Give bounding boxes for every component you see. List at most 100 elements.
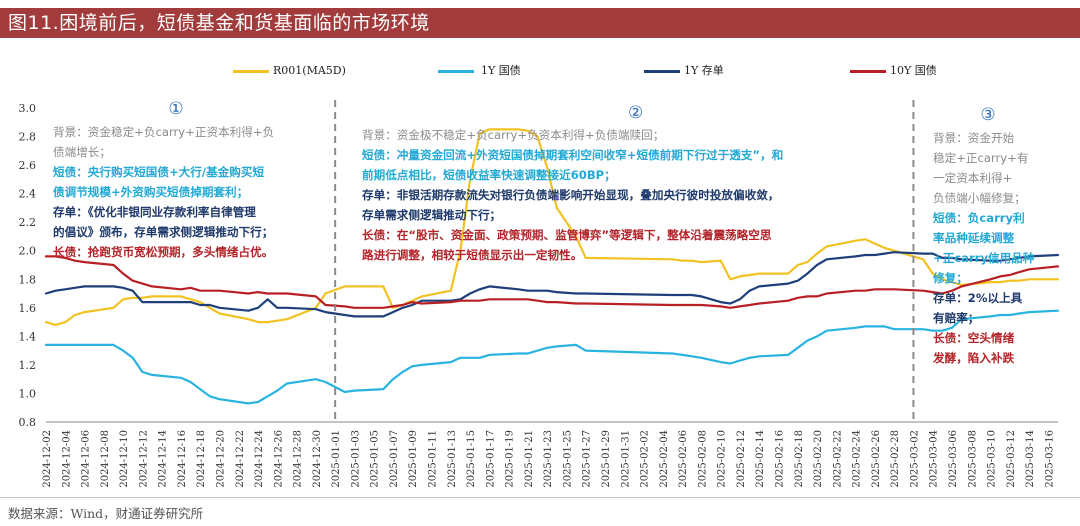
chart-title: 图11.困境前后，短债基金和货基面临的市场环境	[0, 8, 1080, 38]
x-tick-label: 2024-12-12	[138, 430, 149, 488]
x-tick-label: 2025-01-27	[582, 430, 593, 488]
x-tick-label: 2025-03-02	[909, 430, 920, 488]
legend-label-r001: R001(MA5D)	[273, 64, 346, 77]
x-tick-label: 2025-01-17	[485, 430, 496, 488]
annotation-3-line: 一定资本利得+	[933, 171, 1013, 185]
y-tick-label: 2.2	[19, 216, 37, 229]
x-tick-label: 2025-03-08	[967, 430, 978, 488]
x-tick-label: 2025-01-29	[601, 430, 612, 488]
y-tick-label: 1.4	[19, 330, 37, 343]
source-note: 数据来源：Wind，财通证券研究所	[8, 506, 204, 521]
annotation-2-line: 长债：在“股市、资金面、政策预期、监管博弈”等逻辑下，整体沿着震荡略空思	[362, 228, 772, 242]
annotation-3-line: 有赔率；	[933, 311, 980, 325]
annotation-period-1: ① 背景：资金稳定+负carry+正资本利得+负 债端增长； 短债：央行购买短国…	[53, 100, 353, 262]
x-tick-label: 2025-02-20	[813, 430, 824, 488]
x-tick-label: 2025-01-25	[562, 430, 573, 488]
series-line-r001	[44, 128, 1060, 326]
chart-legend: R001(MA5D) 1Y 国债 1Y 存单 10Y 国债	[0, 63, 1080, 79]
x-tick-label: 2025-01-09	[408, 430, 419, 488]
annotation-1-line: 长债：抢跑货币宽松预期，多头情绪占优。	[53, 245, 274, 259]
series-line-y10_gov	[44, 255, 1060, 309]
y-tick-label: 3.0	[19, 102, 37, 115]
annotation-3-line: 修复；	[933, 271, 968, 285]
x-tick-label: 2025-01-21	[524, 430, 535, 488]
chart-dividers	[334, 100, 915, 422]
y-tick-label: 1.6	[19, 302, 37, 315]
x-tick-label: 2025-01-11	[428, 430, 439, 488]
legend-label-1y-gov: 1Y 国债	[481, 64, 521, 77]
x-tick-label: 2025-02-08	[697, 430, 708, 488]
y-tick-label: 2.8	[19, 131, 37, 144]
annotation-1-line: 存单：《优化非银同业存款利率自律管理	[53, 205, 256, 219]
x-tick-label: 2025-01-07	[389, 430, 400, 488]
legend-swatch-10y-gov	[850, 70, 886, 73]
period-marker-2: ②	[628, 103, 644, 123]
x-tick-label: 2025-03-10	[987, 430, 998, 488]
x-tick-label: 2025-03-06	[948, 430, 959, 488]
x-tick-label: 2025-02-24	[852, 430, 863, 488]
y-tick-label: 2.0	[19, 245, 37, 258]
annotation-period-3: ③ 背景：资金开始 稳定+正carry+有 一定资本利得+ 负债端小幅修复； 短…	[933, 106, 1063, 368]
chart-series	[44, 128, 1060, 405]
x-tick-label: 2025-03-14	[1025, 430, 1036, 488]
x-tick-label: 2025-02-28	[890, 430, 901, 488]
annotation-1-line: 债调节规模+外资购买短债掉期套利；	[53, 185, 249, 199]
annotation-2-line: 背景：资金极不稳定+负carry+负资本利得+负债端赎回；	[362, 128, 665, 142]
x-tick-label: 2025-02-18	[794, 430, 805, 488]
x-tick-label: 2025-02-16	[774, 430, 785, 488]
series-line-y1_gov	[44, 309, 1060, 405]
x-tick-label: 2025-02-06	[678, 430, 689, 488]
x-tick-label: 2024-12-16	[177, 430, 188, 488]
annotation-3-line: 背景：资金开始	[933, 131, 1015, 145]
legend-swatch-r001	[233, 70, 269, 73]
annotation-1-line: 短债：央行购买短国债+大行/基金购买短	[53, 165, 265, 179]
annotation-1-line: 的倡议》颁布，存单需求侧逻辑推动下行；	[53, 225, 274, 239]
y-tick-label: 2.6	[19, 159, 37, 172]
x-tick-label: 2024-12-04	[61, 430, 72, 488]
legend-label-1y-cd: 1Y 存单	[684, 64, 724, 77]
annotation-3-line: 稳定+正carry+有	[933, 151, 1029, 165]
y-tick-label: 1.8	[19, 273, 37, 286]
x-tick-label: 2025-01-05	[370, 430, 381, 488]
annotation-3-line: 长债：空头情绪	[933, 331, 1015, 345]
x-tick-label: 2024-12-28	[293, 430, 304, 488]
x-tick-label: 2025-01-19	[505, 430, 516, 488]
x-tick-label: 2025-02-26	[871, 430, 882, 488]
x-tick-label: 2024-12-26	[273, 430, 284, 488]
x-tick-label: 2025-02-22	[832, 430, 843, 488]
x-tick-label: 2025-02-10	[717, 430, 728, 488]
annotation-3-line: 负债端小幅修复；	[933, 191, 1026, 205]
period-marker-1: ①	[168, 99, 184, 119]
annotation-2-line: 存单需求侧逻辑推动下行；	[362, 208, 502, 222]
x-tick-label: 2024-12-20	[215, 430, 226, 488]
x-tick-label: 2025-01-15	[466, 430, 477, 488]
chart-axes: 0.8 1.0 1.2 1.4 1.6 1.8 2.0 2.2 2.4 2.6 2.8 3.0 2024…	[19, 102, 1058, 488]
y-tick-label: 0.8	[19, 416, 37, 429]
annotation-1-line: 背景：资金稳定+负carry+正资本利得+负	[53, 125, 275, 139]
annotation-period-2: ② 背景：资金极不稳定+负carry+负资本利得+负债端赎回； 短债：冲量资金回…	[362, 104, 902, 265]
x-tick-label: 2024-12-10	[119, 430, 130, 488]
annotation-3-line: 存单：2%以上具	[933, 291, 1023, 305]
x-tick-label: 2024-12-02	[42, 430, 53, 488]
x-tick-label: 2025-03-12	[1006, 430, 1017, 488]
x-tick-label: 2025-01-03	[350, 430, 361, 488]
legend-label-10y-gov: 10Y 国债	[890, 64, 937, 77]
x-tick-label: 2024-12-08	[100, 430, 111, 488]
x-tick-label: 2024-12-22	[235, 430, 246, 488]
annotation-3-line: 发酵，陷入补跌	[933, 351, 1015, 365]
x-tick-label: 2025-02-14	[755, 430, 766, 488]
legend-swatch-1y-gov	[438, 70, 474, 73]
x-tick-label: 2024-12-14	[158, 430, 169, 488]
annotation-2-line: 短债：冲量资金回流+外资短国债掉期套利空间收窄+短债前期下行过于透支”，和	[362, 148, 784, 162]
x-tick-label: 2024-12-06	[81, 430, 92, 488]
series-line-y1_cd	[44, 251, 1060, 318]
x-tick-label: 2025-02-02	[640, 430, 651, 488]
x-tick-label: 2025-02-12	[736, 430, 747, 488]
x-tick-label: 2025-01-23	[543, 430, 554, 488]
x-tick-label: 2025-02-04	[659, 430, 670, 488]
x-tick-label: 2025-01-13	[447, 430, 458, 488]
y-tick-label: 1.2	[19, 359, 37, 372]
x-tick-label: 2025-03-04	[929, 430, 940, 488]
x-tick-label: 2024-12-18	[196, 430, 207, 488]
x-tick-label: 2024-12-24	[254, 430, 265, 488]
